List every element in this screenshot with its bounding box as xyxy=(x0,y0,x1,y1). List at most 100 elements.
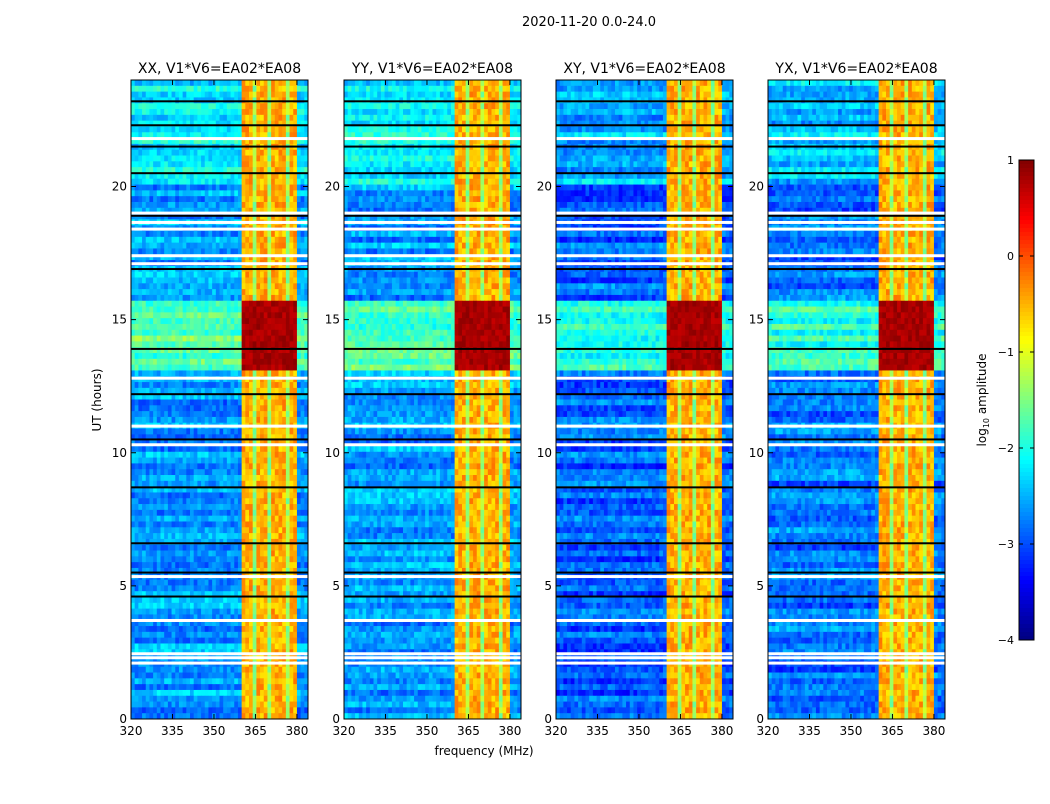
heatmap-cell xyxy=(260,475,265,482)
heatmap-cell xyxy=(252,469,257,476)
heatmap-cell xyxy=(245,126,250,133)
heatmap-cell xyxy=(160,300,165,307)
heatmap-cell xyxy=(252,323,257,331)
heatmap-cell xyxy=(215,370,220,377)
heatmap-cell xyxy=(145,323,150,331)
heatmap-cell xyxy=(249,184,254,191)
heatmap-cell xyxy=(193,637,198,644)
heatmap-cell xyxy=(156,492,161,499)
heatmap-cell xyxy=(138,393,143,400)
heatmap-cell xyxy=(131,85,136,93)
heatmap-cell xyxy=(175,172,180,180)
heatmap-cell xyxy=(234,538,239,546)
heatmap-cell xyxy=(164,201,169,209)
heatmap-cell xyxy=(212,405,217,412)
heatmap-cell xyxy=(175,643,180,650)
heatmap-cell xyxy=(223,242,228,249)
heatmap-cell xyxy=(167,614,172,621)
heatmap-cell xyxy=(167,602,172,610)
heatmap-cell xyxy=(223,637,228,644)
heatmap-cell xyxy=(204,469,209,476)
heatmap-cell xyxy=(274,597,279,604)
heatmap-cell xyxy=(300,498,305,505)
heatmap-cell xyxy=(278,277,283,284)
heatmap-cell xyxy=(201,323,206,331)
heatmap-cell xyxy=(223,382,228,389)
heatmap-cell xyxy=(304,341,309,348)
heatmap-cell xyxy=(208,207,213,215)
heatmap-cell xyxy=(252,167,257,174)
heatmap-cell xyxy=(178,602,184,610)
heatmap-cell xyxy=(171,347,176,354)
heatmap-cell xyxy=(190,416,195,424)
heatmap-cell xyxy=(156,457,161,464)
heatmap-cell xyxy=(226,567,231,575)
heatmap-cell xyxy=(278,300,283,307)
heatmap-cell xyxy=(296,533,302,540)
heatmap-cell xyxy=(167,207,172,215)
heatmap-cell xyxy=(201,178,206,185)
heatmap-cell xyxy=(223,358,228,366)
heatmap-cell xyxy=(300,585,305,592)
heatmap-cell xyxy=(226,335,231,342)
heatmap-cell xyxy=(160,109,165,116)
heatmap-cell xyxy=(193,120,198,127)
heatmap-cell xyxy=(296,184,302,191)
heatmap-cell xyxy=(241,678,246,685)
heatmap-cell xyxy=(263,533,268,540)
heatmap-cell xyxy=(212,480,217,488)
heatmap-cell xyxy=(223,306,228,313)
heatmap-cell xyxy=(285,515,290,522)
heatmap-cell xyxy=(230,335,235,342)
heatmap-cell xyxy=(149,602,154,610)
heatmap-cell xyxy=(190,597,195,604)
heatmap-cell xyxy=(145,364,150,371)
heatmap-cell xyxy=(193,312,198,319)
heatmap-cell xyxy=(252,515,257,522)
heatmap-cell xyxy=(223,527,228,534)
heatmap-cell xyxy=(186,149,191,156)
heatmap-cell xyxy=(156,242,161,249)
heatmap-cell xyxy=(226,178,231,185)
heatmap-cell xyxy=(293,492,298,499)
heatmap-cell xyxy=(219,678,224,685)
heatmap-cell xyxy=(164,504,169,511)
heatmap-cell xyxy=(249,451,254,458)
heatmap-cell xyxy=(164,666,169,673)
heatmap-cell xyxy=(226,498,231,505)
heatmap-cell xyxy=(212,428,217,435)
heatmap-cell xyxy=(289,300,294,307)
heatmap-cell xyxy=(296,492,302,499)
heatmap-cell xyxy=(304,428,309,435)
heatmap-cell xyxy=(175,300,180,307)
heatmap-cell xyxy=(226,475,231,482)
heatmap-cell xyxy=(274,562,279,569)
heatmap-cell xyxy=(230,103,235,110)
heatmap-cell xyxy=(245,277,250,284)
heatmap-cell xyxy=(167,91,172,98)
heatmap-cell xyxy=(300,184,305,191)
heatmap-cell xyxy=(278,405,283,412)
heatmap-cell xyxy=(230,242,235,249)
heatmap-cell xyxy=(237,254,243,261)
heatmap-cell xyxy=(304,114,309,122)
heatmap-cell xyxy=(282,85,287,93)
heatmap-cell xyxy=(245,631,250,639)
heatmap-cell xyxy=(138,533,143,540)
heatmap-cell xyxy=(230,294,235,302)
heatmap-cell xyxy=(149,114,154,122)
heatmap-cell xyxy=(267,184,272,191)
heatmap-cell xyxy=(164,614,169,621)
heatmap-cell xyxy=(131,132,136,139)
heatmap-cell xyxy=(293,602,298,610)
heatmap-cell xyxy=(178,242,184,249)
heatmap-cell xyxy=(134,306,139,313)
heatmap-cell xyxy=(300,178,305,185)
heatmap-cell xyxy=(223,498,228,505)
heatmap-cell xyxy=(142,91,147,98)
heatmap-cell xyxy=(282,172,287,180)
heatmap-cell xyxy=(237,318,243,325)
heatmap-cell xyxy=(252,387,257,395)
heatmap-cell xyxy=(208,672,213,679)
heatmap-cell xyxy=(131,178,136,185)
